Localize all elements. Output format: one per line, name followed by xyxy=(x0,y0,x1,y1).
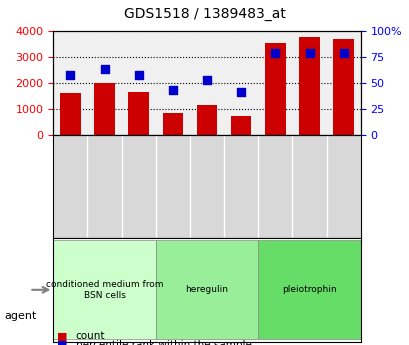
Bar xyxy=(196,105,217,135)
Point xyxy=(101,67,108,72)
FancyBboxPatch shape xyxy=(155,240,258,339)
Point xyxy=(169,87,176,93)
Bar xyxy=(333,39,353,135)
Point xyxy=(237,89,244,95)
Bar xyxy=(265,43,285,135)
Text: percentile rank within the sample: percentile rank within the sample xyxy=(76,340,251,345)
Point xyxy=(67,72,74,77)
Bar xyxy=(230,116,251,135)
Bar xyxy=(60,93,81,135)
Point xyxy=(272,50,278,56)
Text: ■: ■ xyxy=(57,340,68,345)
Point xyxy=(339,50,346,56)
FancyBboxPatch shape xyxy=(53,240,155,339)
Text: agent: agent xyxy=(4,311,36,321)
Bar xyxy=(299,37,319,135)
Text: pleiotrophin: pleiotrophin xyxy=(281,285,336,294)
Point xyxy=(135,72,142,77)
Text: heregulin: heregulin xyxy=(185,285,228,294)
Bar xyxy=(162,112,183,135)
Bar xyxy=(128,92,148,135)
Text: count: count xyxy=(76,332,105,341)
Point xyxy=(306,50,312,56)
Text: ■: ■ xyxy=(57,332,68,341)
Bar xyxy=(94,83,115,135)
FancyBboxPatch shape xyxy=(258,240,360,339)
Text: conditioned medium from
BSN cells: conditioned medium from BSN cells xyxy=(46,280,163,299)
Text: GDS1518 / 1389483_at: GDS1518 / 1389483_at xyxy=(124,7,285,21)
Point xyxy=(203,77,210,82)
